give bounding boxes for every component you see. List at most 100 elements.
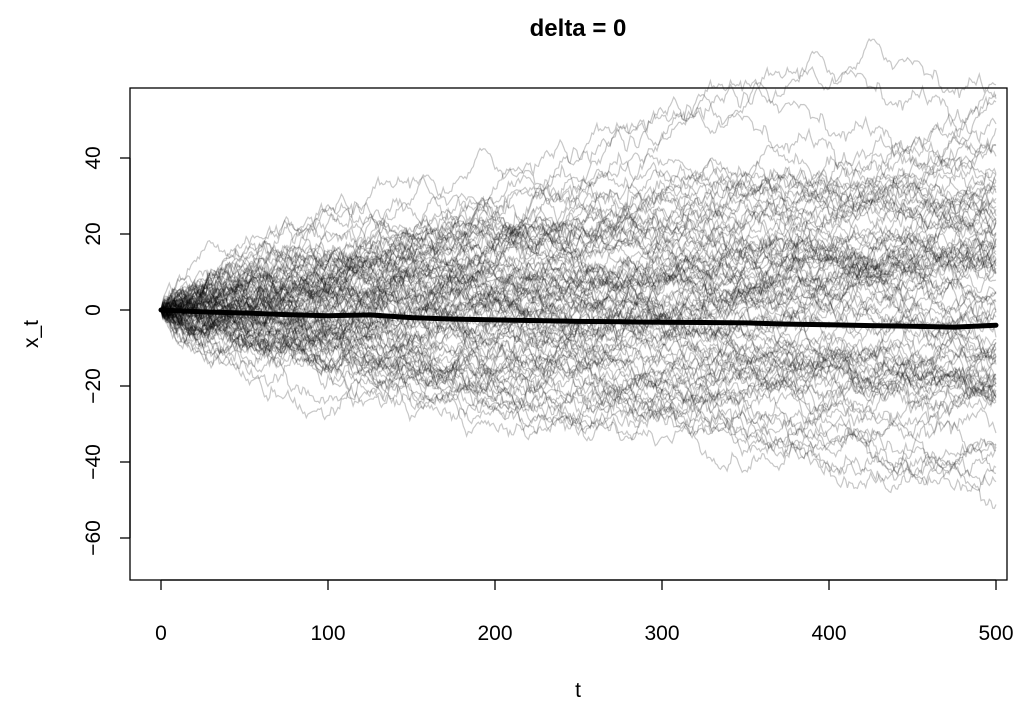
random-walk-path (160, 247, 997, 408)
random-walk-path (160, 236, 997, 388)
random-walk-path (160, 81, 997, 328)
x-tick-label: 500 (978, 622, 1013, 645)
random-walk-path (160, 305, 997, 490)
random-walk-path (160, 307, 997, 405)
random-walk-path (160, 307, 997, 436)
random-walk-path (160, 220, 997, 358)
random-walk-path (160, 184, 997, 342)
random-walk-path (160, 248, 997, 409)
random-walk-path (160, 258, 997, 362)
random-walk-path (160, 300, 997, 429)
random-walk-path (160, 259, 997, 398)
x-tick-label: 300 (644, 622, 679, 645)
random-walk-path (160, 157, 997, 312)
random-walk-path (160, 268, 997, 414)
random-walk-path (160, 280, 997, 435)
random-walk-path (160, 294, 997, 411)
random-walk-path (160, 300, 997, 405)
random-walk-path (160, 169, 997, 324)
random-walk-path (160, 95, 997, 360)
random-walk-path (160, 242, 997, 382)
random-walk-path (160, 308, 997, 493)
random-walk-path (160, 258, 997, 384)
random-walk-path (160, 291, 997, 477)
random-walk-path (160, 137, 997, 315)
random-walk-path (160, 165, 997, 323)
random-walk-path (160, 305, 997, 460)
x-axis-label: t (575, 679, 581, 702)
random-walk-path (160, 89, 997, 314)
x-axis: 0 100 200 300 400 500 (155, 579, 1014, 645)
random-walk-path (160, 166, 997, 324)
random-walk-path (160, 191, 997, 328)
x-tick-label: 100 (310, 622, 345, 645)
y-tick-label: 40 (82, 146, 105, 169)
random-walk-path (160, 286, 997, 441)
random-walk-path (160, 244, 997, 350)
random-walk-path (160, 240, 997, 396)
random-walk-path (160, 309, 997, 486)
x-tick-label: 0 (155, 622, 167, 645)
random-walk-path (160, 197, 997, 322)
random-walk-path (160, 281, 997, 427)
y-tick-label: −60 (82, 520, 105, 556)
random-walk-path (160, 300, 997, 486)
y-axis-label: x_t (20, 320, 43, 348)
random-walk-path (160, 305, 997, 418)
random-walk-path (160, 117, 997, 353)
random-walk-path (160, 186, 997, 338)
random-walk-path (160, 272, 997, 394)
mean-path-line (158, 307, 999, 330)
random-walk-path (160, 147, 997, 312)
random-walk-path (160, 167, 997, 333)
random-walk-path (160, 216, 997, 368)
chart-title: delta = 0 (530, 15, 627, 42)
random-walk-path (160, 211, 997, 311)
random-walk-path (160, 248, 997, 337)
random-walk-path (160, 178, 997, 315)
random-walk-path (160, 238, 997, 362)
y-tick-label: −20 (82, 368, 105, 404)
random-walk-path (160, 184, 997, 341)
random-walk-path (160, 211, 997, 345)
random-walk-path (160, 219, 997, 373)
y-tick-label: 0 (82, 304, 105, 316)
random-walk-path (160, 37, 997, 319)
random-walk-path (160, 50, 997, 319)
random-walk-path (160, 275, 997, 453)
random-walk-path (160, 227, 997, 388)
y-tick-label: 20 (82, 222, 105, 245)
random-walk-path (160, 260, 997, 421)
random-walk-path (160, 128, 997, 324)
random-walk-path (160, 191, 997, 324)
random-walk-path (160, 283, 997, 447)
random-walk-path (160, 306, 997, 425)
random-walk-path (160, 152, 997, 320)
random-walk-path (160, 309, 997, 510)
random-walk-path (160, 300, 997, 397)
random-walk-path (160, 167, 997, 325)
random-walk-path (160, 306, 997, 392)
random-walk-path (160, 303, 997, 478)
random-walk-path (160, 93, 997, 339)
random-walk-path (160, 236, 997, 328)
random-walk-path (160, 186, 997, 323)
random-walk-path (160, 253, 997, 330)
random-walk-path (160, 168, 997, 326)
random-walk-path (160, 251, 997, 391)
random-walk-path (160, 198, 997, 350)
random-walk-path (160, 265, 997, 387)
y-axis: −60 −40 −20 0 20 40 (82, 146, 131, 556)
random-walk-path (160, 220, 997, 328)
random-walk-path (160, 185, 997, 337)
random-walk-path (160, 298, 997, 373)
random-walk-path (160, 260, 997, 366)
x-tick-label: 200 (477, 622, 512, 645)
random-walk-path (160, 255, 997, 360)
simulated-paths (160, 37, 997, 510)
random-walk-path (160, 168, 997, 323)
random-walk-path (160, 186, 997, 319)
random-walk-path (160, 208, 997, 364)
y-tick-label: −40 (82, 444, 105, 480)
